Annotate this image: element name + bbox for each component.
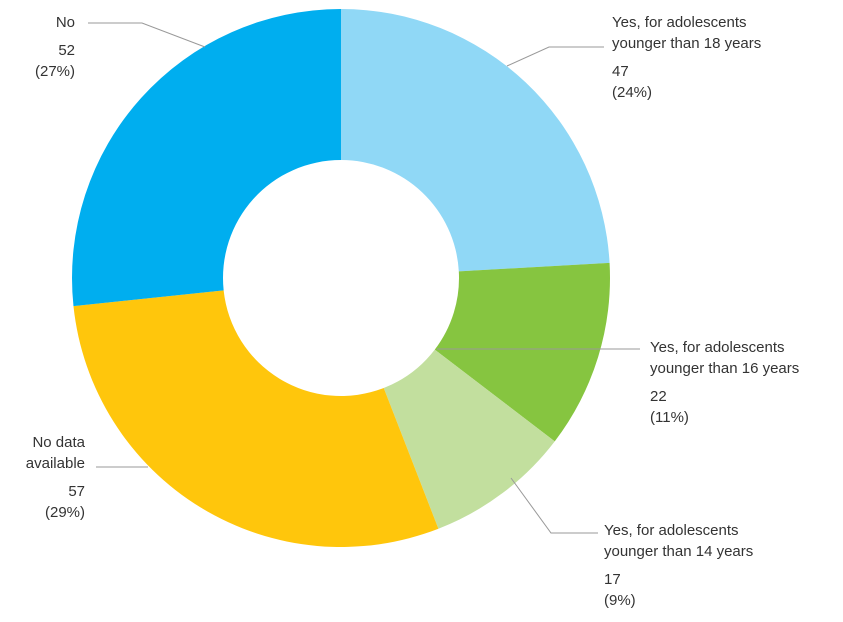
label-percent: (27%) [34, 63, 75, 80]
slice-under-14 [383, 349, 555, 529]
label-value: 57 [68, 483, 85, 500]
label-percent: (9%) [604, 592, 636, 609]
label-line2: younger than 16 years [650, 360, 800, 377]
label-line1: Yes, for adolescents [650, 339, 785, 356]
slice-label-no-data: No data available 57 (29%) [0, 432, 85, 523]
label-line2: available [25, 455, 85, 472]
slice-label-no: No 52 (27%) [0, 12, 75, 82]
slice-under-18 [341, 9, 610, 272]
label-line1: No [55, 14, 75, 31]
slice-no [72, 9, 341, 307]
label-value: 17 [604, 571, 621, 588]
slice-label-under-18: Yes, for adolescents younger than 18 yea… [612, 12, 761, 103]
slice-under-16 [434, 262, 610, 442]
label-line1: No data [32, 434, 85, 451]
label-value: 52 [58, 42, 75, 59]
slice-no-data [73, 290, 439, 547]
label-value: 47 [612, 63, 629, 80]
leader-under-14 [510, 477, 598, 534]
label-line2: younger than 18 years [612, 35, 762, 52]
label-percent: (11%) [650, 409, 689, 426]
leader-no [88, 22, 206, 48]
label-percent: (24%) [612, 84, 653, 101]
slice-label-under-14: Yes, for adolescents younger than 14 yea… [604, 520, 753, 611]
label-value: 22 [650, 388, 667, 405]
slice-label-under-16: Yes, for adolescents younger than 16 yea… [650, 337, 799, 428]
label-line2: younger than 14 years [604, 543, 754, 560]
label-line1: Yes, for adolescents [612, 14, 747, 31]
label-line1: Yes, for adolescents [604, 522, 739, 539]
leader-under-18 [506, 46, 604, 67]
label-percent: (29%) [44, 504, 85, 521]
